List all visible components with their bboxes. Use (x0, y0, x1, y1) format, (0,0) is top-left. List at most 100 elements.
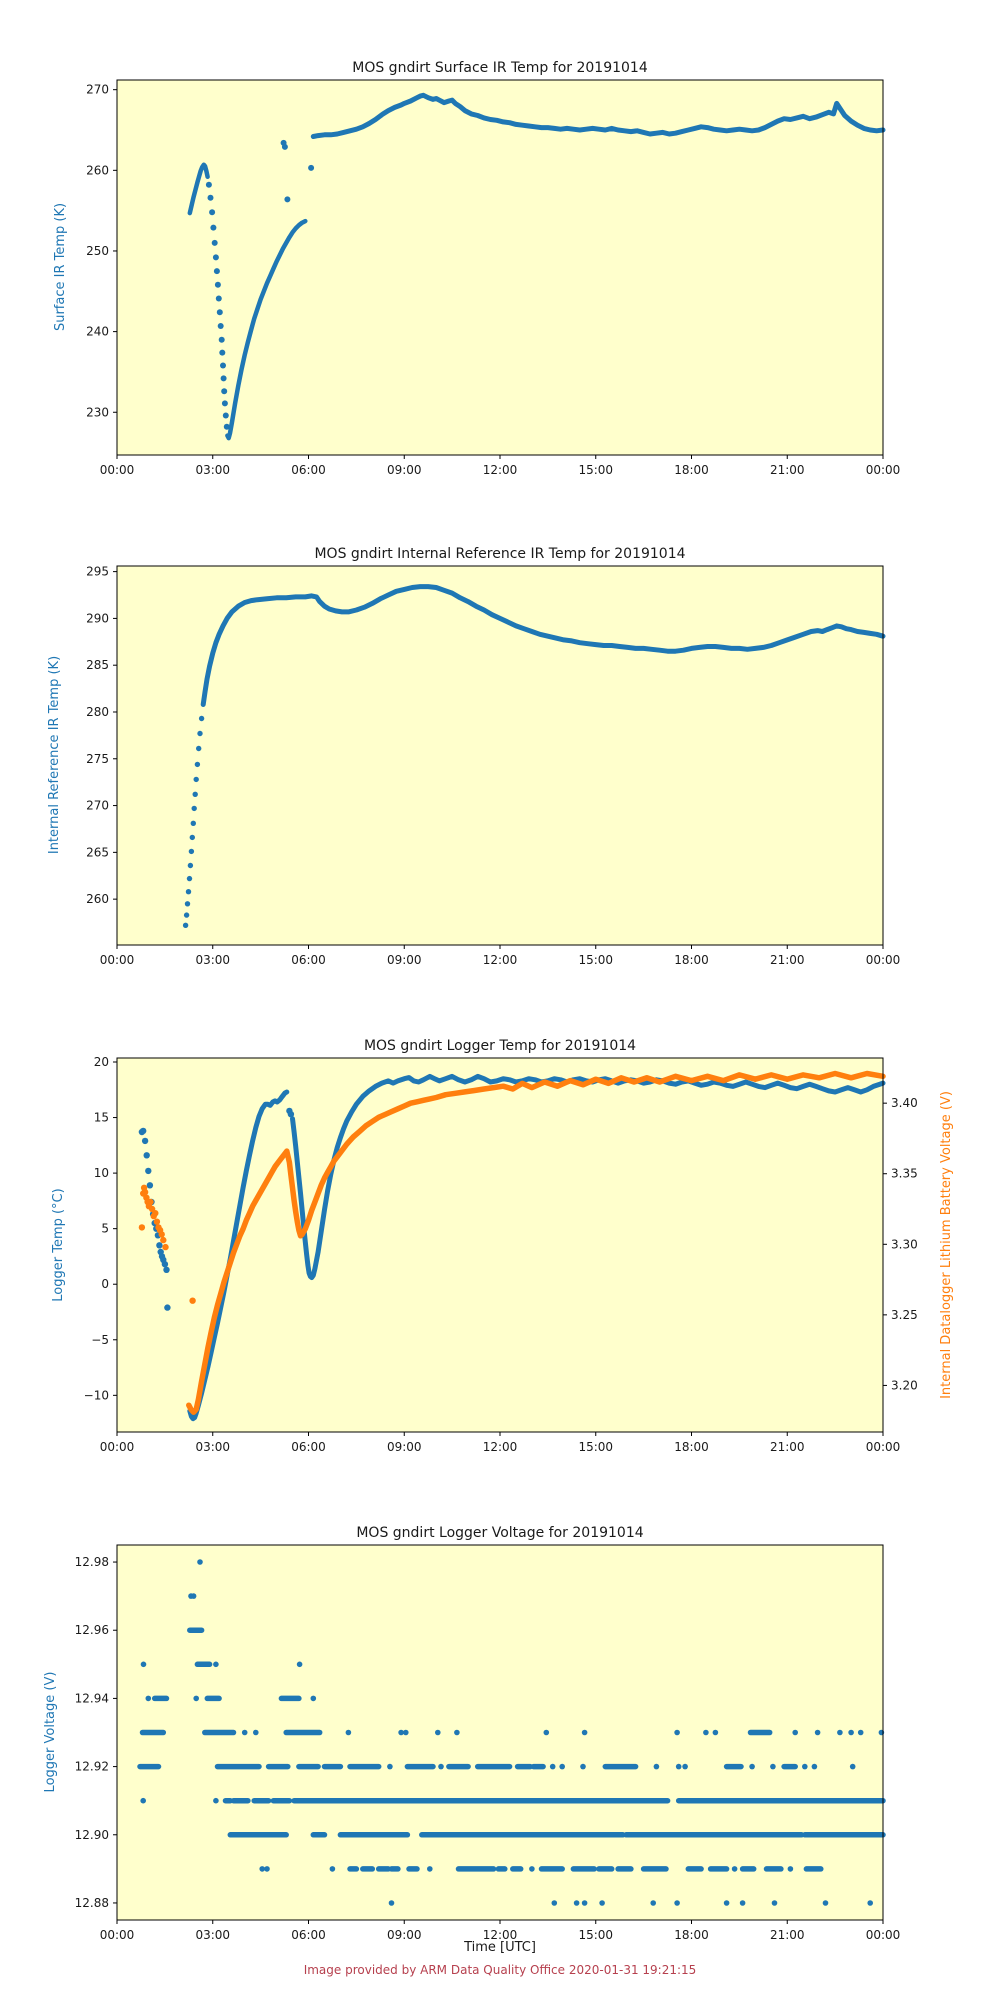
series-dot-surface-ir-drop-dots (214, 281, 221, 288)
series-dot-surface-ir-drop-dots (210, 224, 217, 231)
x-tick-label: 09:00 (387, 1440, 422, 1454)
series-dot-surface-ir-drop-dots (216, 309, 223, 316)
x-tick-label: 15:00 (578, 953, 613, 967)
x-tick-label: 03:00 (195, 1440, 230, 1454)
series-dot-surface-ir-drop-dots (207, 194, 214, 201)
series-dot-surface-ir-drop-dots (218, 336, 225, 343)
voltage-dot (675, 1763, 682, 1770)
voltage-dot (213, 1797, 219, 1804)
y-tick-label: 12.98 (75, 1555, 109, 1569)
voltage-dot (345, 1729, 352, 1736)
y-axis-label-internal-ref: Internal Reference IR Temp (K) (47, 656, 62, 854)
series-dot-logger-temp-early-dots (145, 1167, 152, 1175)
series-line-logger-temp-evening (290, 1073, 886, 1281)
series-dot-battery-voltage-early-dots (160, 1236, 167, 1244)
y-tick-label: 10 (94, 1166, 109, 1180)
series-dot-surface-ir-drop-dots (219, 349, 226, 356)
series-dot-logger-temp-early-dots (140, 1127, 147, 1135)
voltage-dot (723, 1900, 730, 1906)
voltage-dot (193, 1695, 199, 1702)
voltage-dot (529, 1866, 535, 1872)
series-dot-logger-temp-early-dots (146, 1182, 154, 1189)
series-dot-surface-ir-drop-dots (209, 209, 216, 216)
y-tick-label: 0 (101, 1277, 109, 1291)
x-tick-label: 09:00 (387, 463, 422, 477)
voltage-dot (712, 1729, 719, 1736)
x-tick-label: 18:00 (674, 1440, 709, 1454)
y-tick-label: −10 (84, 1388, 109, 1402)
x-tick-label: 21:00 (770, 1440, 805, 1454)
series-line-surface-ir-day (310, 92, 886, 139)
series-dot-internal-ref-rise-dots (185, 889, 192, 895)
voltage-dot (403, 1729, 409, 1736)
chart-title-logger-voltage: MOS gndirt Logger Voltage for 20191014 (356, 1525, 643, 1541)
y-tick-label: 240 (86, 325, 109, 339)
series-dot-surface-ir-drop-dots (212, 254, 219, 261)
chart-title-surface-ir: MOS gndirt Surface IR Temp for 20191014 (352, 60, 648, 76)
voltage-dot (197, 1559, 203, 1565)
series-dot-internal-ref-rise-dots (191, 805, 197, 812)
series-dot-internal-ref-rise-dots (193, 776, 199, 783)
voltage-dot (140, 1661, 147, 1668)
voltage-dot (264, 1866, 270, 1872)
voltage-dot (650, 1900, 656, 1906)
voltage-dot (792, 1729, 798, 1736)
y-tick-label: 5 (101, 1222, 109, 1236)
plot-logger-temp-battery: 00:00 03:00 06:00 09:00 12:00 15:00 18:00 21:00… (84, 1055, 918, 1454)
series-dot-logger-temp-early-dots (163, 1266, 170, 1274)
series-dot-surface-ir-stray-dots (284, 196, 291, 203)
voltage-dot (543, 1729, 550, 1736)
voltage-dot (253, 1729, 259, 1736)
voltage-dot (849, 1763, 856, 1770)
y-tick-label: 15 (94, 1111, 109, 1125)
voltage-dot (213, 1661, 219, 1668)
x-tick-label: 00:00 (866, 1928, 901, 1942)
x-tick-label: 12:00 (483, 1928, 518, 1942)
y-tick-label: 290 (86, 611, 109, 625)
x-tick-label: 06:00 (291, 1440, 326, 1454)
series-dot-logger-temp-early-dots (156, 1242, 163, 1249)
y-tick-label: 12.88 (75, 1896, 109, 1910)
voltage-dot (857, 1729, 864, 1736)
y2-tick-label: 3.25 (891, 1308, 918, 1322)
voltage-dot (580, 1763, 586, 1770)
x-tick-label: 06:00 (291, 1928, 326, 1942)
voltage-dot (551, 1900, 558, 1906)
voltage-dot (310, 1695, 317, 1702)
series-dot-surface-ir-drop-dots (223, 423, 230, 430)
plot-logger-voltage: 00:00 03:00 06:00 09:00 12:00 15:00 18:00 21:00… (75, 1544, 901, 1942)
y-tick-label: −5 (91, 1333, 109, 1347)
series-dot-battery-voltage-early-dots (153, 1218, 161, 1225)
x-tick-label: 15:00 (578, 463, 613, 477)
y-tick-label: 12.92 (75, 1760, 109, 1774)
series-dot-battery-voltage-early-dots (158, 1231, 165, 1238)
voltage-dot (771, 1900, 778, 1906)
voltage-dot (867, 1900, 873, 1906)
voltage-dot (435, 1729, 441, 1736)
x-tick-label: 06:00 (291, 953, 326, 967)
x-tick-label: 18:00 (674, 1928, 709, 1942)
x-tick-label: 00:00 (100, 953, 135, 967)
series-dot-surface-ir-drop-dots (220, 362, 226, 369)
voltage-dot (329, 1866, 336, 1872)
series-dot-internal-ref-rise-dots (198, 715, 205, 722)
x-tick-label: 12:00 (483, 1440, 518, 1454)
series-dot-battery-voltage-early-dots (152, 1210, 159, 1217)
voltage-dot (731, 1866, 738, 1872)
x-tick-label: 00:00 (866, 953, 901, 967)
chart-title-internal-ref: MOS gndirt Internal Reference IR Temp fo… (314, 546, 685, 562)
series-dot-surface-ir-drop-dots (213, 268, 220, 275)
series-dot-surface-ir-drop-dots (211, 239, 218, 246)
voltage-dot (398, 1729, 404, 1736)
y-tick-label: 295 (86, 565, 109, 579)
series-line-surface-ir-rise (187, 162, 210, 216)
y2-tick-label: 3.20 (891, 1378, 918, 1392)
y-axis-label-logger-temp: Logger Temp (°C) (51, 1188, 66, 1301)
plot-spines (116, 1057, 884, 1433)
series-dot-logger-temp-early-dots (141, 1137, 149, 1145)
series-dot-surface-ir-drop-dots (220, 375, 227, 382)
y-tick-label: 250 (86, 244, 109, 258)
series-dot-internal-ref-rise-dots (192, 791, 198, 797)
chart-title-logger-temp: MOS gndirt Logger Temp for 20191014 (364, 1038, 636, 1054)
